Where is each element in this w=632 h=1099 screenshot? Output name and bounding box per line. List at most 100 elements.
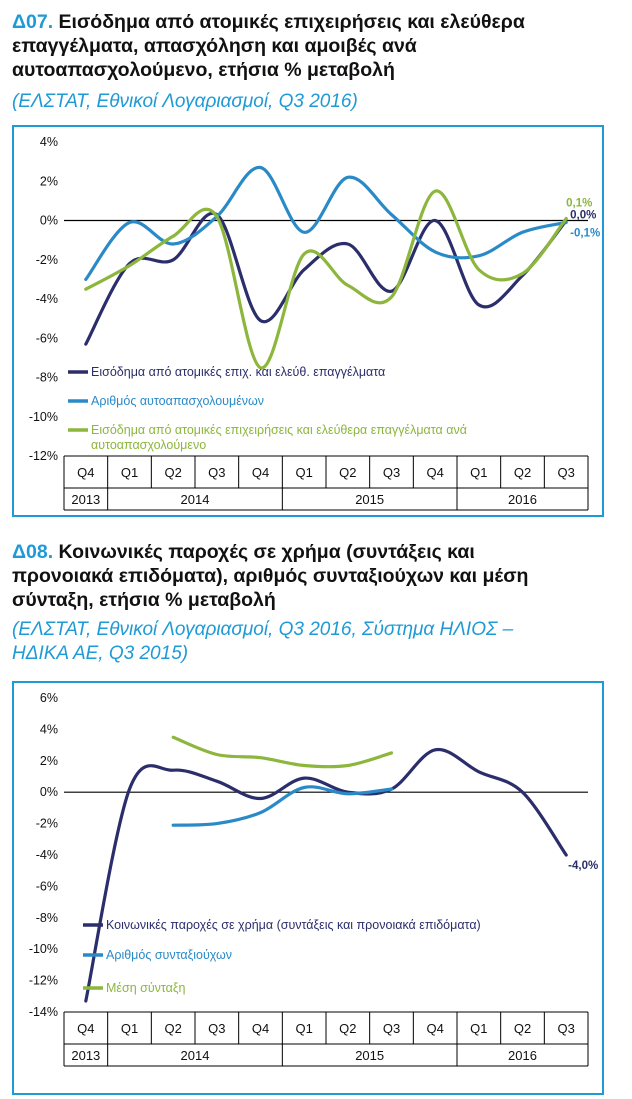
data-point — [84, 999, 87, 1002]
y-tick-label: -4% — [36, 848, 58, 862]
x-tick-label: Q4 — [426, 1021, 443, 1036]
legend-label: Αριθμός συνταξιούχων — [106, 948, 232, 962]
chart-subtitle-d07: (ΕΛΣΤΑΤ, Εθνικοί Λογαριασμοί, Q3 2016) — [12, 90, 612, 114]
data-point — [565, 217, 568, 220]
data-point — [346, 764, 349, 767]
data-point — [521, 231, 524, 234]
data-point — [84, 288, 87, 291]
data-point — [346, 284, 349, 287]
data-point — [172, 242, 175, 245]
x-tick-label: Q1 — [470, 1021, 487, 1036]
legend-label: Μέση σύνταξη — [106, 981, 186, 995]
subtitle-line-1: (ΕΛΣΤΑΤ, Εθνικοί Λογαριασμοί, Q3 2016) — [12, 91, 358, 112]
data-point — [346, 176, 349, 179]
chart-code-d08: Δ08. — [12, 541, 54, 563]
x-tick-label: Q4 — [77, 465, 94, 480]
x-tick-label: Q3 — [383, 465, 400, 480]
x-tick-label: Q2 — [339, 1021, 356, 1036]
y-tick-label: -8% — [36, 911, 58, 925]
x-tick-label: Q3 — [557, 1021, 574, 1036]
data-point — [259, 797, 262, 800]
year-label: 2013 — [71, 492, 100, 507]
x-tick-label: Q3 — [208, 465, 225, 480]
data-point — [390, 290, 393, 293]
data-point — [215, 780, 218, 783]
chart-box-d07: -12% -10% -8% -6% -4% -2% 0% 2% 4% Q4 Q1 Q2 Q3 Q4 Q1 Q2… — [12, 125, 604, 517]
year-label: 2013 — [71, 1048, 100, 1063]
x-tick-label: Q3 — [557, 465, 574, 480]
x-tick-label: Q3 — [383, 1021, 400, 1036]
y-tick-label: -12% — [29, 449, 58, 463]
series-line — [84, 165, 568, 281]
data-point — [215, 753, 218, 756]
series-line — [171, 735, 394, 769]
y-tick-label: 4% — [40, 135, 58, 149]
x-tick-label: Q2 — [514, 465, 531, 480]
year-label: 2016 — [508, 492, 537, 507]
legend-label: Εισόδημα από ατομικές επιχειρήσεις και ε… — [91, 423, 467, 437]
data-point — [303, 786, 306, 789]
title-line-3: σύνταξη, ετήσια % μεταβολή — [12, 589, 276, 611]
series-line — [84, 211, 568, 346]
x-tick-label: Q4 — [252, 1021, 269, 1036]
title-line-1: Εισόδημα από ατομικές επιχειρήσεις και ε… — [58, 11, 525, 33]
y-tick-label: -10% — [29, 942, 58, 956]
data-point — [84, 278, 87, 281]
title-line-2: επαγγέλματα, απασχόληση και αμοιβές ανά — [12, 35, 417, 57]
series-line — [171, 785, 394, 827]
x-tick-label: Q1 — [295, 1021, 312, 1036]
subtitle-line-2: ΗΔΙΚΑ ΑΕ, Q3 2015) — [12, 643, 189, 664]
y-tick-label: -10% — [29, 410, 58, 424]
data-point — [303, 231, 306, 234]
data-point — [215, 822, 218, 825]
y-tick-label: 2% — [40, 754, 58, 768]
x-tick-label: Q1 — [470, 465, 487, 480]
data-point — [390, 213, 393, 216]
data-point — [128, 221, 131, 224]
chart-d08: -14% -12% -10% -8% -6% -4% -2% 0% 2% 4% 6% Q4 Q1 Q2 Q3… — [29, 691, 598, 1067]
chart-d07: -12% -10% -8% -6% -4% -2% 0% 2% 4% Q4 Q1 Q2 Q3 Q4 Q1 Q2… — [29, 135, 600, 511]
y-tick-label: -6% — [36, 879, 58, 893]
y-tick-label: 6% — [40, 691, 58, 705]
y-tick-label: -14% — [29, 1005, 58, 1019]
chart-subtitle-d08: (ΕΛΣΤΑΤ, Εθνικοί Λογαριασμοί, Q3 2016, Σ… — [12, 618, 612, 666]
y-tick-label: -2% — [36, 817, 58, 831]
data-point — [172, 736, 175, 739]
x-tick-label: Q4 — [252, 465, 269, 480]
end-value-label: 0,0% — [570, 210, 596, 222]
panel-d08: Δ08. Κοινωνικές παροχές σε χρήμα (συντάξ… — [0, 540, 632, 1095]
data-point — [172, 235, 175, 238]
data-point — [477, 254, 480, 257]
data-point — [215, 215, 218, 218]
data-point — [521, 272, 524, 275]
y-tick-label: -2% — [36, 253, 58, 267]
data-point — [128, 787, 131, 790]
y-tick-label: -6% — [36, 331, 58, 345]
data-point — [259, 166, 262, 169]
x-tick-label: Q4 — [426, 465, 443, 480]
legend-label: Κοινωνικές παροχές σε χρήμα (συντάξεις κ… — [106, 918, 481, 932]
data-point — [565, 853, 568, 856]
year-label: 2015 — [355, 492, 384, 507]
data-point — [84, 343, 87, 346]
data-point — [434, 189, 437, 192]
data-point — [303, 764, 306, 767]
subtitle-line-1: (ΕΛΣΤΑΤ, Εθνικοί Λογαριασμοί, Q3 2016, Σ… — [12, 619, 514, 640]
x-tick-label: Q2 — [514, 1021, 531, 1036]
y-tick-label: -8% — [36, 371, 58, 385]
y-tick-label: 0% — [40, 214, 58, 228]
data-point — [346, 792, 349, 795]
end-value-label: -4,0% — [568, 860, 598, 872]
title-line-1: Κοινωνικές παροχές σε χρήμα (συντάξεις κ… — [58, 541, 475, 563]
data-point — [259, 756, 262, 759]
data-point — [172, 258, 175, 261]
title-line-2: προνοιακά επιδόματα), αριθμός συνταξιούχ… — [12, 565, 529, 587]
year-label: 2016 — [508, 1048, 537, 1063]
title-line-3: αυτοαπασχολούμενο, ετήσια % μεταβολή — [12, 59, 395, 81]
legend-label: Αριθμός αυτοαπασχολουμένων — [91, 394, 264, 408]
x-tick-label: Q2 — [164, 1021, 181, 1036]
y-tick-label: 0% — [40, 785, 58, 799]
data-point — [172, 824, 175, 827]
chart-title-d07: Δ07. Εισόδημα από ατομικές επιχειρήσεις … — [12, 10, 612, 82]
y-tick-label: 2% — [40, 174, 58, 188]
